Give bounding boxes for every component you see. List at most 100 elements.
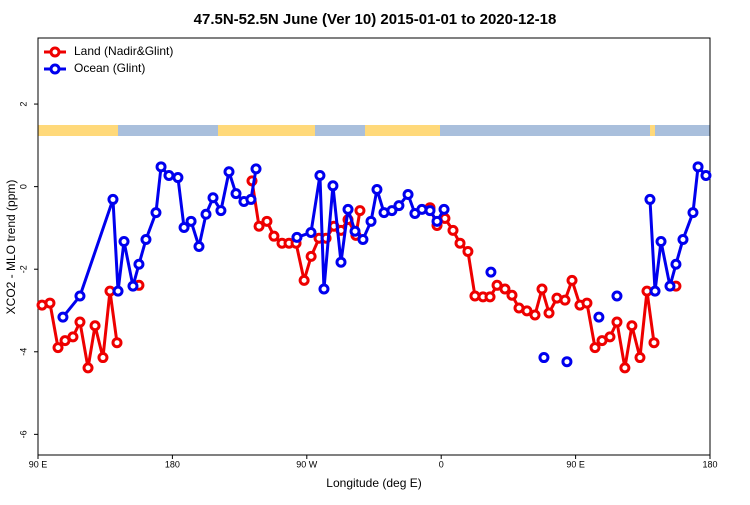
point bbox=[371, 184, 383, 196]
y-tick-label: -6 bbox=[18, 430, 28, 438]
point bbox=[529, 309, 541, 321]
point bbox=[692, 161, 704, 173]
point bbox=[485, 266, 497, 278]
legend-marker bbox=[49, 63, 61, 75]
point bbox=[357, 233, 369, 245]
point bbox=[664, 280, 676, 292]
point bbox=[611, 290, 623, 302]
point bbox=[223, 166, 235, 178]
point bbox=[506, 289, 518, 301]
point bbox=[655, 236, 667, 248]
point bbox=[604, 331, 616, 343]
point bbox=[298, 274, 310, 286]
point bbox=[402, 188, 414, 200]
point bbox=[438, 203, 450, 215]
point bbox=[67, 331, 79, 343]
point bbox=[253, 220, 265, 232]
point bbox=[687, 207, 699, 219]
point bbox=[44, 297, 56, 309]
point bbox=[649, 285, 661, 297]
point bbox=[521, 305, 533, 317]
x-tick-label: 90 E bbox=[566, 459, 585, 469]
x-axis-label: Longitude (deg E) bbox=[326, 476, 421, 490]
point bbox=[342, 203, 354, 215]
point bbox=[52, 342, 64, 354]
point bbox=[354, 205, 366, 217]
series-line bbox=[61, 163, 708, 319]
point bbox=[111, 337, 123, 349]
x-tick-label: 0 bbox=[439, 459, 444, 469]
point bbox=[611, 316, 623, 328]
point bbox=[634, 352, 646, 364]
point bbox=[499, 283, 511, 295]
y-tick-label: 2 bbox=[18, 102, 28, 107]
point bbox=[305, 226, 317, 238]
x-tick-label: 180 bbox=[702, 459, 717, 469]
y-tick-label: 0 bbox=[18, 184, 28, 189]
point bbox=[365, 215, 377, 227]
point bbox=[57, 311, 69, 323]
point bbox=[349, 225, 361, 237]
point bbox=[561, 356, 573, 368]
point bbox=[431, 215, 443, 227]
point bbox=[648, 337, 660, 349]
point bbox=[536, 283, 548, 295]
point bbox=[112, 285, 124, 297]
chart-title: 47.5N-52.5N June (Ver 10) 2015-01-01 to … bbox=[194, 11, 557, 28]
point bbox=[97, 352, 109, 364]
point bbox=[327, 180, 339, 192]
point bbox=[127, 280, 139, 292]
point bbox=[74, 316, 86, 328]
point bbox=[581, 297, 593, 309]
point bbox=[185, 215, 197, 227]
point bbox=[335, 256, 347, 268]
point bbox=[619, 362, 631, 374]
point bbox=[118, 236, 130, 248]
land-ocean-strip bbox=[38, 125, 710, 136]
point bbox=[626, 320, 638, 332]
point bbox=[200, 208, 212, 220]
point bbox=[700, 169, 712, 181]
point bbox=[670, 258, 682, 270]
point bbox=[268, 230, 280, 242]
point bbox=[559, 294, 571, 306]
point bbox=[172, 172, 184, 184]
point bbox=[150, 207, 162, 219]
plot-frame bbox=[37, 37, 711, 456]
point bbox=[593, 311, 605, 323]
point bbox=[107, 193, 119, 205]
legend: Land (Nadir&Glint) Ocean (Glint) bbox=[44, 44, 173, 75]
point bbox=[155, 161, 167, 173]
point bbox=[644, 193, 656, 205]
point bbox=[207, 192, 219, 204]
point bbox=[447, 224, 459, 236]
point bbox=[82, 362, 94, 374]
point bbox=[245, 193, 257, 205]
point bbox=[89, 320, 101, 332]
point bbox=[250, 163, 262, 175]
point bbox=[543, 307, 555, 319]
point bbox=[424, 205, 436, 217]
point bbox=[215, 205, 227, 217]
x-tick-label: 180 bbox=[165, 459, 180, 469]
point bbox=[140, 233, 152, 245]
y-axis-label: XCO2 - MLO trend (ppm) bbox=[4, 180, 18, 315]
point bbox=[230, 188, 242, 200]
point bbox=[291, 231, 303, 243]
point bbox=[589, 342, 601, 354]
point bbox=[74, 290, 86, 302]
y-tick-label: -2 bbox=[18, 265, 28, 273]
legend-label: Land (Nadir&Glint) bbox=[74, 44, 173, 58]
legend-label: Ocean (Glint) bbox=[74, 61, 145, 75]
point bbox=[677, 233, 689, 245]
point bbox=[193, 241, 205, 252]
y-tick-label: -4 bbox=[18, 348, 28, 356]
point bbox=[484, 291, 496, 303]
point bbox=[538, 352, 550, 364]
point bbox=[393, 200, 405, 212]
legend-marker bbox=[49, 46, 61, 58]
point bbox=[178, 222, 190, 234]
point bbox=[133, 258, 145, 270]
x-tick-label: 90 W bbox=[296, 459, 318, 469]
